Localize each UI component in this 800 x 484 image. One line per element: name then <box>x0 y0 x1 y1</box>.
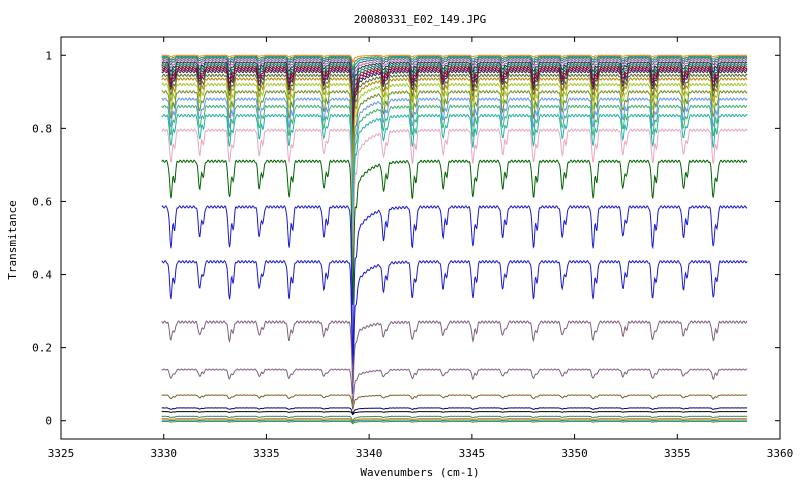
series-line <box>161 415 748 422</box>
x-tick-label: 3355 <box>664 447 691 460</box>
series-line <box>161 113 748 242</box>
series-line <box>161 104 748 225</box>
y-tick-label: 0.6 <box>32 195 52 208</box>
x-axis: 3325 3330 3335 3340 3345 3350 3355 3360 <box>48 37 794 460</box>
series-line <box>161 417 748 423</box>
series-line <box>161 63 748 113</box>
x-tick-label: 3350 <box>561 447 588 460</box>
x-tick-label: 3340 <box>356 447 383 460</box>
x-tick-label: 3360 <box>767 447 794 460</box>
y-axis: 0 0.2 0.4 0.6 0.8 1 <box>32 49 780 428</box>
series-line <box>161 97 748 212</box>
series-line <box>161 368 748 405</box>
series-line <box>161 410 748 416</box>
x-axis-label: Wavenumbers (cm-1) <box>360 466 479 479</box>
y-tick-label: 0 <box>45 415 52 428</box>
series-line <box>161 205 748 365</box>
series-line <box>161 61 748 104</box>
series-line <box>161 128 748 270</box>
series-line <box>161 259 748 394</box>
plot-frame <box>60 36 781 440</box>
y-tick-label: 0.8 <box>32 122 52 135</box>
series-line <box>161 420 748 425</box>
series-line <box>161 68 748 139</box>
x-tick-label: 3335 <box>253 447 280 460</box>
x-tick-label: 3345 <box>459 447 486 460</box>
series-line <box>161 82 748 184</box>
y-tick-label: 1 <box>45 49 52 62</box>
chart-title: 20080331_E02_149.JPG <box>354 13 486 26</box>
x-tick-label: 3325 <box>48 447 75 460</box>
series-line <box>161 59 748 95</box>
series-line <box>161 73 748 159</box>
y-axis-label: Transmitance <box>6 200 19 279</box>
series-line <box>161 419 748 423</box>
series-line <box>161 64 748 123</box>
y-tick-label: 0.4 <box>32 269 52 282</box>
series-line <box>161 69 748 148</box>
x-tick-label: 3330 <box>150 447 177 460</box>
series-line <box>161 394 748 410</box>
series-line <box>161 55 748 71</box>
series-group <box>161 54 748 425</box>
series-line <box>161 77 748 171</box>
series-line <box>161 56 748 78</box>
series-line <box>161 159 748 305</box>
y-tick-label: 0.2 <box>32 342 52 355</box>
series-line <box>161 89 748 198</box>
series-line <box>161 54 748 64</box>
series-line <box>161 407 748 415</box>
series-line <box>161 320 748 388</box>
series-line <box>161 58 748 86</box>
series-line <box>161 66 748 131</box>
